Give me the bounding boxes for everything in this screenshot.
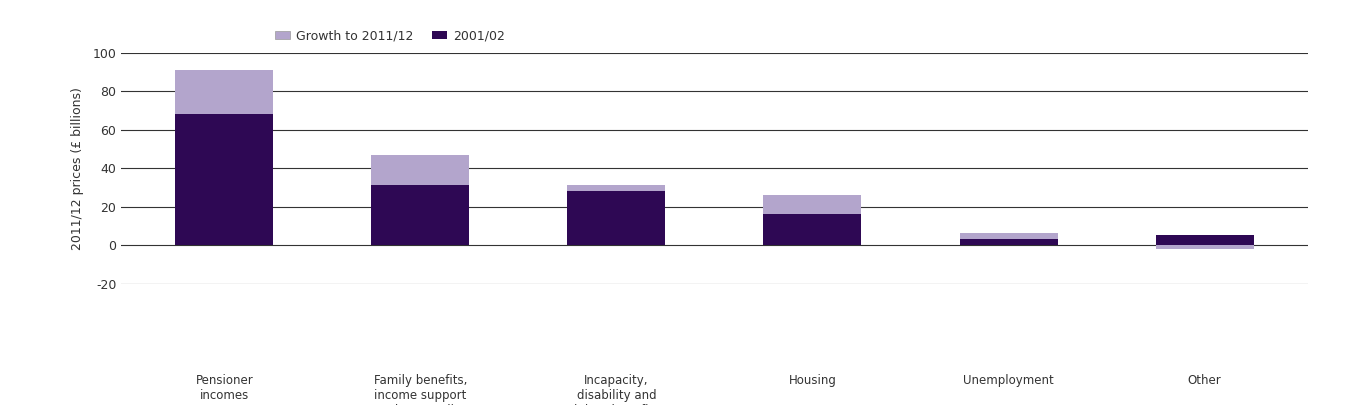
Bar — [1155, 235, 1254, 245]
Y-axis label: 2011/12 prices (£ billions): 2011/12 prices (£ billions) — [71, 87, 85, 249]
Bar — [568, 185, 666, 191]
Bar — [960, 233, 1058, 239]
Bar — [175, 70, 274, 114]
Legend: Growth to 2011/12, 2001/02: Growth to 2011/12, 2001/02 — [270, 24, 511, 47]
Bar — [763, 195, 861, 214]
Bar — [568, 191, 666, 245]
Bar — [371, 155, 469, 185]
Bar — [175, 114, 274, 245]
Bar — [763, 214, 861, 245]
Bar — [960, 239, 1058, 245]
Bar — [1155, 245, 1254, 249]
Bar — [371, 185, 469, 245]
